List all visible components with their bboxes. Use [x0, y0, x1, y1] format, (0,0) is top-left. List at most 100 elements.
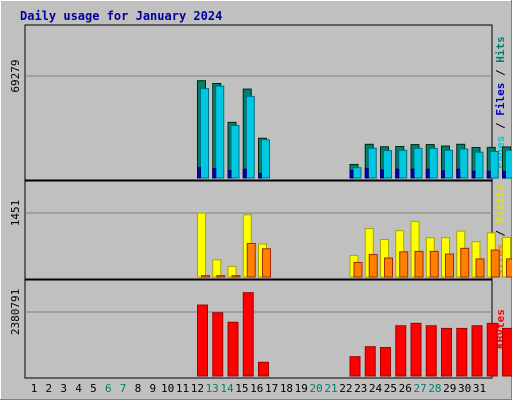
bar-sites-day-24 [460, 247, 470, 278]
x-tick-day-18: 18 [280, 382, 293, 395]
bar-kbytes-day-19 [380, 347, 391, 377]
bar-files-day-8 [215, 85, 225, 179]
bar-files-day-7 [200, 88, 209, 179]
bar-files-day-22 [428, 147, 438, 179]
bar-pages-day-10 [242, 168, 247, 179]
bar-pages-day-27 [502, 170, 506, 179]
bar-kbytes-day-7 [197, 304, 208, 377]
x-tick-day-21: 21 [324, 382, 337, 395]
panel-max-label: 2380791 [9, 289, 22, 335]
bar-files-day-10 [245, 95, 255, 179]
bar-files-day-21 [413, 147, 423, 179]
bar-pages-day-8 [212, 168, 217, 179]
bar-files-day-20 [398, 149, 408, 179]
x-tick-day-26: 26 [399, 382, 412, 395]
x-tick-day-10: 10 [161, 382, 174, 395]
x-tick-day-23: 23 [354, 382, 367, 395]
bar-kbytes-day-10 [242, 292, 254, 377]
bar-pages-day-25 [471, 170, 476, 179]
bar-kbytes-day-22 [425, 325, 437, 377]
bar-sites-day-25 [475, 258, 485, 278]
x-tick-day-2: 2 [46, 382, 53, 395]
panel-max-label: 69279 [9, 59, 22, 92]
bar-files-day-24 [459, 148, 469, 179]
bar-kbytes-day-18 [364, 346, 376, 377]
bar-pages-day-19 [380, 169, 384, 179]
x-tick-day-6: 6 [105, 382, 112, 395]
x-tick-day-12: 12 [191, 382, 204, 395]
bar-pages-day-7 [197, 167, 201, 179]
x-tick-day-14: 14 [220, 382, 234, 395]
bar-files-day-18 [367, 147, 377, 179]
bar-kbytes-day-17 [349, 356, 361, 377]
bar-sites-day-26 [490, 249, 500, 278]
bar-kbytes-day-9 [227, 321, 239, 377]
x-tick-day-27: 27 [413, 382, 426, 395]
x-tick-day-25: 25 [384, 382, 397, 395]
bar-files-day-19 [383, 150, 392, 179]
x-tick-day-22: 22 [339, 382, 352, 395]
bar-visits-day-7 [197, 212, 206, 278]
panel-max-label: 1451 [9, 200, 22, 227]
chart-title: Daily usage for January 2024 [20, 9, 222, 23]
bar-pages-day-11 [258, 173, 262, 179]
bar-sites-day-11 [262, 248, 271, 278]
bar-pages-day-9 [227, 169, 232, 179]
bar-kbytes-day-24 [456, 327, 468, 377]
bar-files-day-17 [352, 167, 362, 179]
bar-kbytes-day-26 [486, 322, 498, 377]
legend-part: Hits [494, 36, 507, 63]
x-tick-day-11: 11 [176, 382, 189, 395]
x-tick-day-17: 17 [265, 382, 278, 395]
bar-pages-day-22 [425, 168, 430, 179]
x-tick-day-9: 9 [149, 382, 156, 395]
bar-sites-day-7 [201, 275, 210, 278]
bar-files-day-23 [444, 149, 453, 179]
bar-sites-day-23 [445, 253, 454, 278]
x-tick-day-5: 5 [90, 382, 97, 395]
bar-files-day-26 [489, 150, 499, 179]
bar-pages-day-18 [364, 167, 369, 179]
bar-sites-day-21 [414, 250, 424, 278]
x-tick-day-24: 24 [369, 382, 383, 395]
x-tick-day-30: 30 [458, 382, 471, 395]
bar-sites-day-8 [216, 275, 226, 278]
legend-part: Files [494, 83, 507, 116]
bar-kbytes-day-20 [395, 325, 407, 377]
x-tick-day-29: 29 [443, 382, 456, 395]
bar-visits-day-8 [212, 259, 222, 278]
x-tick-day-1: 1 [31, 382, 38, 395]
bar-sites-day-19 [384, 257, 393, 278]
bar-sites-day-18 [368, 254, 378, 278]
x-tick-day-20: 20 [310, 382, 323, 395]
legend-part: / [494, 116, 507, 136]
x-tick-day-13: 13 [206, 382, 219, 395]
bar-files-day-27 [505, 149, 512, 179]
bar-sites-day-20 [399, 251, 409, 278]
x-tick-day-7: 7 [120, 382, 127, 395]
x-tick-day-15: 15 [235, 382, 248, 395]
x-tick-day-28: 28 [428, 382, 441, 395]
bar-kbytes-day-23 [441, 327, 452, 377]
bar-files-day-11 [261, 139, 270, 179]
bar-sites-day-22 [429, 250, 439, 278]
bar-kbytes-day-21 [410, 322, 422, 377]
x-tick-day-8: 8 [135, 382, 142, 395]
x-tick-day-4: 4 [75, 382, 82, 395]
x-axis-day-labels: 1 2 3 4 5 6 7 8 9 10 11 12 13 14 15 16 17 18 19 20 21 22 23 24 2… [31, 382, 486, 395]
panel-kbytes: 2380791 KBytes [9, 279, 512, 379]
bar-pages-day-24 [456, 168, 461, 179]
bar-pages-day-21 [410, 168, 415, 179]
bar-pages-day-20 [395, 168, 400, 179]
bar-kbytes-day-25 [471, 325, 483, 377]
x-tick-day-31: 31 [473, 382, 486, 395]
bar-kbytes-day-8 [212, 312, 224, 377]
bar-sites-day-17 [353, 261, 363, 278]
bar-sites-day-27 [506, 258, 512, 278]
x-tick-day-19: 19 [295, 382, 308, 395]
bar-files-day-25 [474, 151, 484, 179]
bar-pages-day-26 [486, 170, 491, 179]
